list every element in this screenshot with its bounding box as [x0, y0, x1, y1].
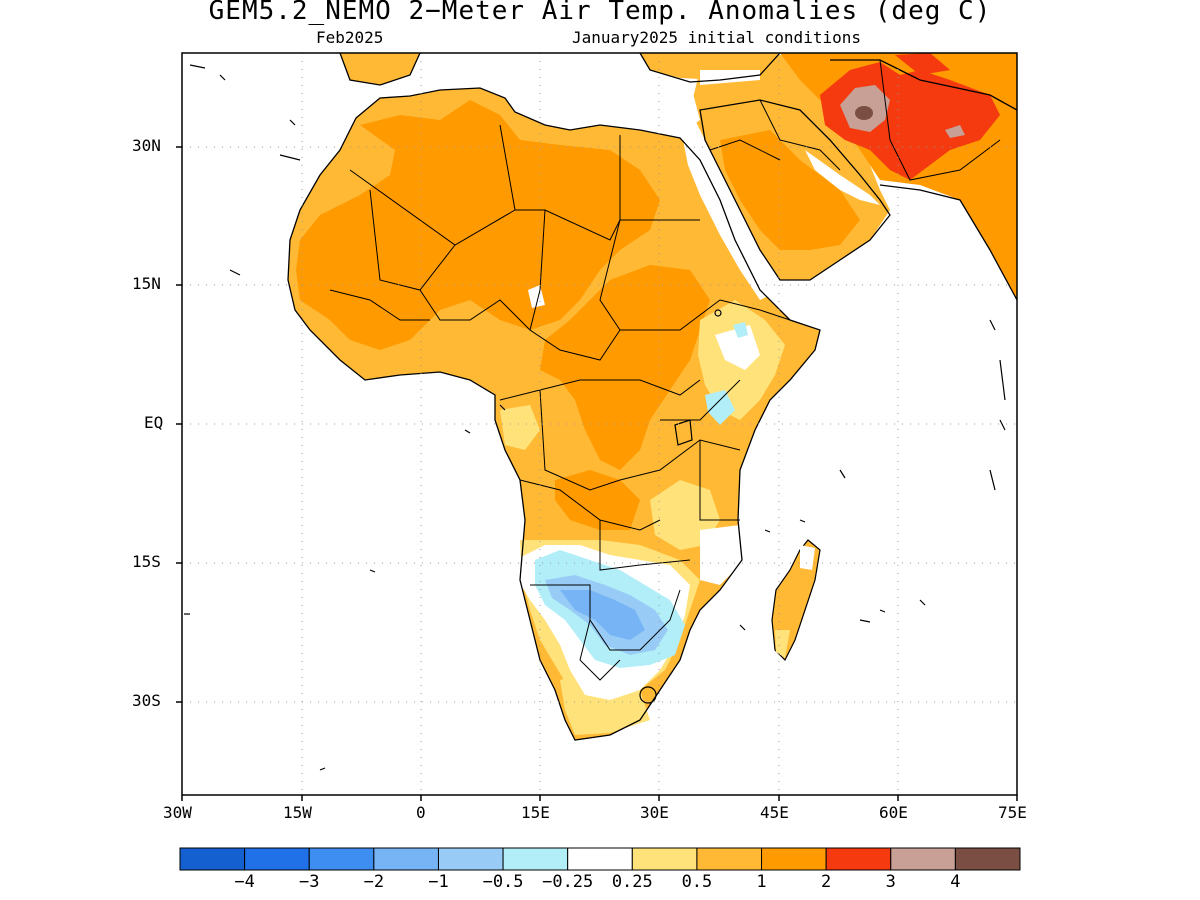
colorbar-label: 2	[821, 872, 832, 892]
forecast-month: Feb2025	[316, 28, 384, 47]
lat-label-30n: 30N	[132, 136, 161, 155]
map-title: GEM5.2_NEMO 2−Meter Air Temp. Anomalies …	[208, 0, 992, 26]
colorbar-swatch	[179, 847, 246, 871]
lon-label-45e: 45E	[760, 803, 789, 822]
lat-label-eq: EQ	[144, 413, 164, 432]
colorbar-swatch	[761, 847, 827, 871]
colorbar-swatch	[308, 847, 375, 871]
lat-label-30s: 30S	[132, 691, 161, 710]
red-sea	[683, 140, 770, 300]
colorbar-label: −3	[298, 872, 320, 892]
colorbar-label: −0.5	[482, 872, 524, 892]
colorbar-label: −0.25	[542, 872, 594, 892]
colorbar-label: 3	[885, 872, 896, 892]
mediterranean-sea	[385, 53, 700, 135]
lat-label-15n: 15N	[132, 274, 161, 293]
colorbar-swatch	[502, 847, 569, 871]
colorbar-swatch	[567, 847, 633, 871]
colorbar-swatch	[244, 847, 310, 871]
persian-gulf	[805, 150, 880, 205]
lon-label-75e: 75E	[998, 803, 1027, 822]
europe-land	[340, 53, 420, 85]
colorbar-label: −1	[428, 872, 449, 892]
colorbar-label: 0.25	[611, 872, 653, 892]
colorbar	[179, 847, 1021, 871]
colorbar-swatch	[437, 847, 504, 871]
colorbar-swatch	[373, 847, 439, 871]
lon-label-15e: 15E	[521, 803, 550, 822]
colorbar-swatch	[825, 847, 892, 871]
colorbar-swatch	[696, 847, 763, 871]
lon-label-60e: 60E	[879, 803, 908, 822]
lon-label-30e: 30E	[640, 803, 669, 822]
initial-conditions-label: January2025 initial conditions	[572, 28, 861, 47]
country-borders	[329, 59, 1001, 681]
colorbar-swatch	[954, 847, 1021, 871]
colorbar-label: 4	[950, 872, 961, 892]
colorbar-label: −2	[363, 872, 385, 892]
lon-label-30w: 30W	[163, 803, 192, 822]
colorbar-swatch	[631, 847, 698, 871]
lon-label-15w: 15W	[283, 803, 312, 822]
colorbar-label: 1	[756, 872, 767, 892]
colorbar-label: 0.5	[681, 872, 713, 892]
colorbar-swatch	[890, 847, 956, 871]
anomaly-neg1	[560, 590, 645, 640]
lon-label-0: 0	[416, 803, 426, 822]
lat-label-15s: 15S	[132, 552, 161, 571]
islands	[184, 64, 1006, 771]
coastlines	[287, 53, 1017, 741]
colorbar-label: −4	[234, 872, 255, 892]
